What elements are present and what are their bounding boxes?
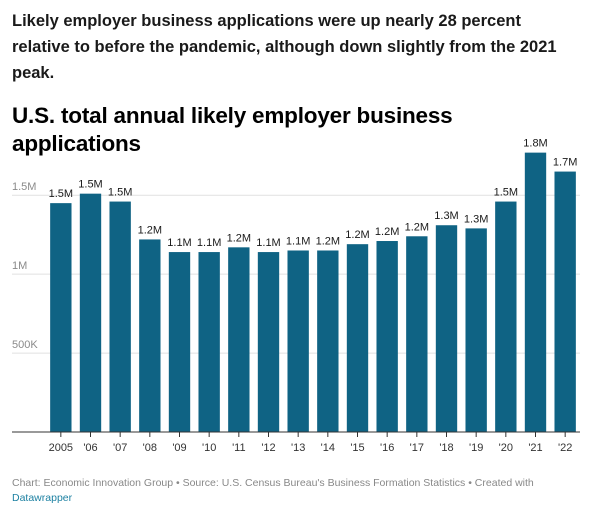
- data-label: 1.2M: [227, 232, 251, 244]
- x-tick-label: '20: [499, 442, 513, 454]
- bar: [50, 203, 72, 432]
- x-tick-label: '10: [202, 442, 216, 454]
- footer-credit: Chart: Economic Innovation Group • Sourc…: [12, 477, 534, 489]
- x-tick-label: '13: [291, 442, 305, 454]
- bar: [168, 252, 191, 432]
- data-label: 1.5M: [108, 187, 132, 199]
- bar: [139, 239, 161, 432]
- data-label: 1.2M: [138, 224, 162, 236]
- bar: [524, 152, 547, 433]
- x-tick-label: '08: [143, 442, 157, 454]
- bar: [495, 201, 517, 432]
- data-label: 1.1M: [167, 237, 191, 249]
- data-label: 1.5M: [494, 187, 518, 199]
- x-tick-label: '16: [380, 442, 394, 454]
- x-tick-label: '11: [232, 442, 246, 454]
- bar: [79, 193, 102, 432]
- x-tick-label: '09: [172, 442, 186, 454]
- data-label: 1.5M: [49, 188, 73, 200]
- bar: [406, 236, 428, 432]
- x-tick-label: '18: [439, 442, 453, 454]
- data-label: 1.2M: [405, 221, 429, 233]
- data-label: 1.5M: [78, 179, 102, 191]
- x-tick-label: '12: [261, 442, 275, 454]
- data-label: 1.3M: [464, 213, 488, 225]
- bar: [257, 252, 280, 432]
- x-tick-label: '14: [321, 442, 335, 454]
- chart-title: U.S. total annual likely employer busine…: [12, 103, 453, 156]
- bar: [287, 250, 309, 432]
- data-label: 1.8M: [523, 138, 547, 150]
- y-tick-label: 1.5M: [12, 181, 36, 193]
- y-tick-label: 500K: [12, 339, 38, 351]
- data-label: 1.1M: [286, 235, 310, 247]
- bar: [465, 228, 487, 432]
- y-tick-label: 1M: [12, 260, 27, 272]
- data-label: 1.2M: [316, 235, 340, 247]
- data-label: 1.2M: [375, 226, 399, 238]
- chart-intro-text: Likely employer business applications we…: [12, 12, 557, 82]
- x-tick-label: '06: [83, 442, 97, 454]
- x-tick-label: '17: [410, 442, 424, 454]
- chart-footer: Chart: Economic Innovation Group • Sourc…: [12, 476, 587, 506]
- data-label: 1.3M: [434, 210, 458, 222]
- bar: [554, 171, 576, 432]
- data-label: 1.2M: [345, 229, 369, 241]
- bar: [317, 250, 339, 432]
- datawrapper-link[interactable]: Datawrapper: [12, 492, 73, 504]
- bar: [109, 201, 131, 432]
- x-tick-label: '19: [469, 442, 483, 454]
- bar: [198, 252, 220, 432]
- bar: [228, 247, 250, 432]
- data-label: 1.7M: [553, 157, 577, 169]
- x-tick-label: '22: [558, 442, 572, 454]
- x-tick-label: '21: [528, 442, 542, 454]
- bar: [376, 241, 398, 432]
- x-tick-label: '15: [350, 442, 364, 454]
- data-label: 1.1M: [197, 237, 221, 249]
- bar: [346, 244, 369, 432]
- bar: [435, 225, 458, 432]
- x-tick-label: 2005: [49, 442, 73, 454]
- x-tick-label: '07: [113, 442, 127, 454]
- data-label: 1.1M: [256, 237, 280, 249]
